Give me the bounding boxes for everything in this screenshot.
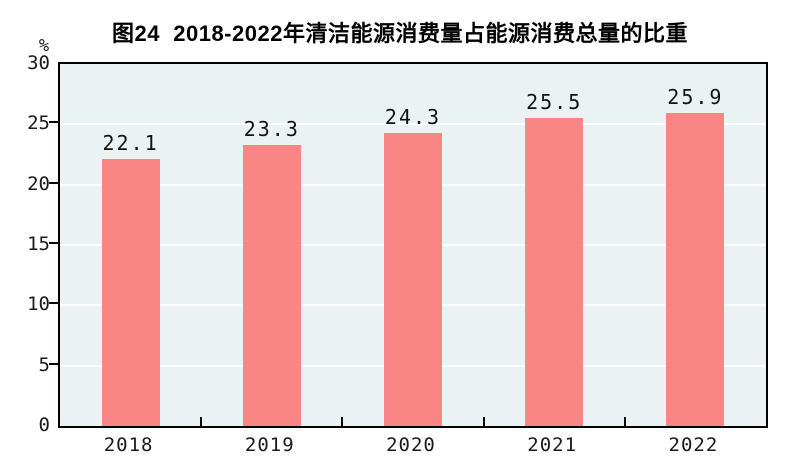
- x-axis-boundary-tick-3: [482, 417, 485, 426]
- y-axis-unit-label: %: [38, 36, 50, 56]
- y-axis-tick-label-25: 25: [27, 112, 50, 135]
- y-axis-tick-10: [49, 302, 58, 305]
- x-axis-tick-label-2019: 2019: [244, 434, 295, 456]
- x-axis-boundary-tick-2: [341, 417, 344, 426]
- bar-2020: [384, 132, 442, 426]
- x-axis-tick-label-2021: 2021: [527, 434, 578, 456]
- x-axis-tick-label-2018: 2018: [103, 434, 154, 456]
- gridline-25: [60, 123, 766, 126]
- y-axis-tick-label-10: 10: [27, 293, 50, 316]
- x-axis-boundary-tick-1: [200, 417, 203, 426]
- y-axis-tick-25: [49, 121, 58, 124]
- value-label-2022: 25.9: [667, 85, 724, 110]
- x-axis-tick-label-2020: 2020: [386, 434, 436, 456]
- y-axis-tick-label-0: 0: [38, 414, 50, 436]
- bar-2021: [525, 118, 584, 426]
- x-axis-tick-label-2022: 2022: [668, 434, 719, 456]
- value-label-2019: 23.3: [243, 116, 300, 141]
- x-axis-boundary-tick-4: [623, 417, 626, 426]
- chart-title: 图24 2018-2022年清洁能源消费量占能源消费总量的比重: [112, 21, 688, 46]
- value-label-2021: 25.5: [526, 90, 583, 115]
- value-label-2020: 24.3: [384, 104, 442, 129]
- y-axis-tick-label-30: 30: [27, 52, 50, 74]
- y-axis-tick-label-15: 15: [27, 233, 50, 255]
- y-axis-tick-15: [49, 242, 58, 244]
- y-axis-tick-5: [49, 362, 58, 365]
- bar-2018: [101, 159, 160, 426]
- plot-area: 22.1 23.3 24.3 25.5 25.9: [58, 62, 768, 428]
- bar-2022: [666, 113, 725, 426]
- bar-2019: [242, 144, 301, 426]
- value-label-2018: 22.1: [102, 131, 159, 156]
- y-axis-tick-20: [49, 181, 58, 184]
- y-axis-tick-label-5: 5: [38, 353, 50, 376]
- y-axis-tick-label-20: 20: [27, 172, 50, 195]
